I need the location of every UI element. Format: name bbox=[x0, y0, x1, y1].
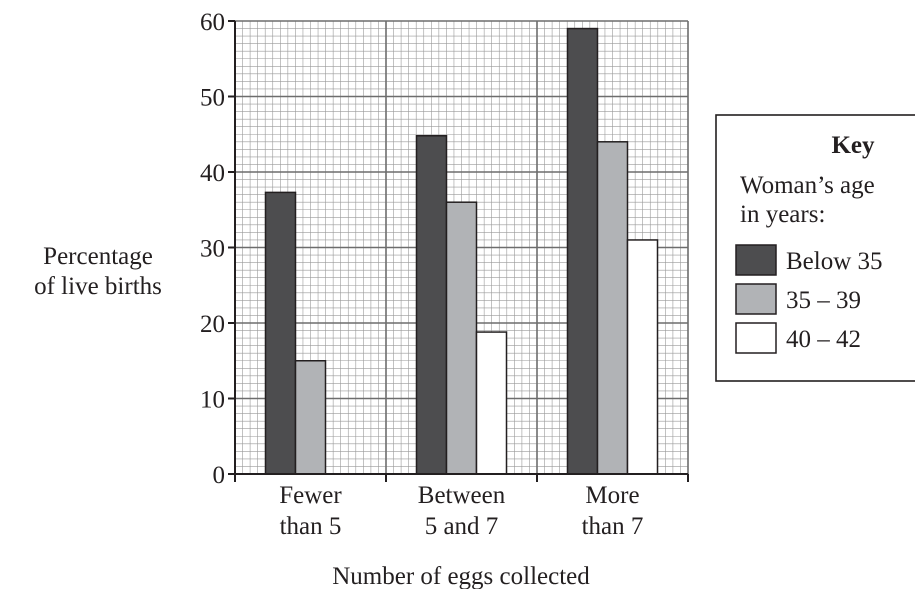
bar bbox=[264, 191, 297, 475]
y-tick-label: 20 bbox=[200, 311, 225, 338]
legend-subtitle-line-2: in years: bbox=[740, 201, 825, 228]
bar bbox=[294, 360, 327, 475]
x-axis-label: Number of eggs collected bbox=[332, 563, 590, 589]
legend-label: 40 – 42 bbox=[786, 326, 861, 353]
legend-swatch bbox=[735, 244, 777, 276]
legend-label: 35 – 39 bbox=[786, 287, 861, 314]
y-tick-label: 40 bbox=[200, 160, 225, 187]
x-tick-label: Fewer bbox=[279, 482, 342, 509]
legend: Key Woman’s age in years: Below 35 35 – 3… bbox=[715, 114, 915, 382]
bar bbox=[626, 239, 659, 475]
bar bbox=[566, 27, 599, 475]
y-tick-label: 60 bbox=[200, 9, 225, 36]
bar bbox=[445, 201, 478, 475]
x-tick-label: than 7 bbox=[582, 513, 644, 540]
legend-subtitle-line-1: Woman’s age bbox=[740, 172, 875, 199]
x-tick-label: Between bbox=[418, 482, 506, 509]
y-tick-label: 10 bbox=[200, 387, 225, 414]
x-tick-label: than 5 bbox=[280, 513, 342, 540]
legend-swatch bbox=[735, 322, 777, 354]
bar bbox=[596, 141, 629, 475]
x-tick-label: More bbox=[585, 482, 639, 509]
legend-swatch bbox=[735, 283, 777, 315]
bars bbox=[264, 27, 659, 475]
bar bbox=[475, 331, 508, 475]
x-tick-label: 5 and 7 bbox=[425, 513, 499, 540]
legend-label: Below 35 bbox=[786, 248, 883, 275]
y-tick-labels: 0 10 20 30 40 50 60 bbox=[200, 9, 225, 489]
legend-title: Key bbox=[831, 132, 875, 159]
y-axis-label-line-2: of live births bbox=[34, 273, 162, 300]
y-axis-label-line-1: Percentage bbox=[43, 243, 153, 270]
legend-items: Below 35 35 – 39 40 – 42 bbox=[735, 244, 883, 354]
axes bbox=[228, 20, 689, 482]
bar bbox=[415, 135, 448, 475]
x-tick-labels: Fewer than 5 Between 5 and 7 More than 7 bbox=[279, 482, 643, 540]
y-tick-label: 0 bbox=[213, 462, 226, 489]
y-tick-label: 50 bbox=[200, 85, 225, 112]
y-tick-label: 30 bbox=[200, 236, 225, 263]
